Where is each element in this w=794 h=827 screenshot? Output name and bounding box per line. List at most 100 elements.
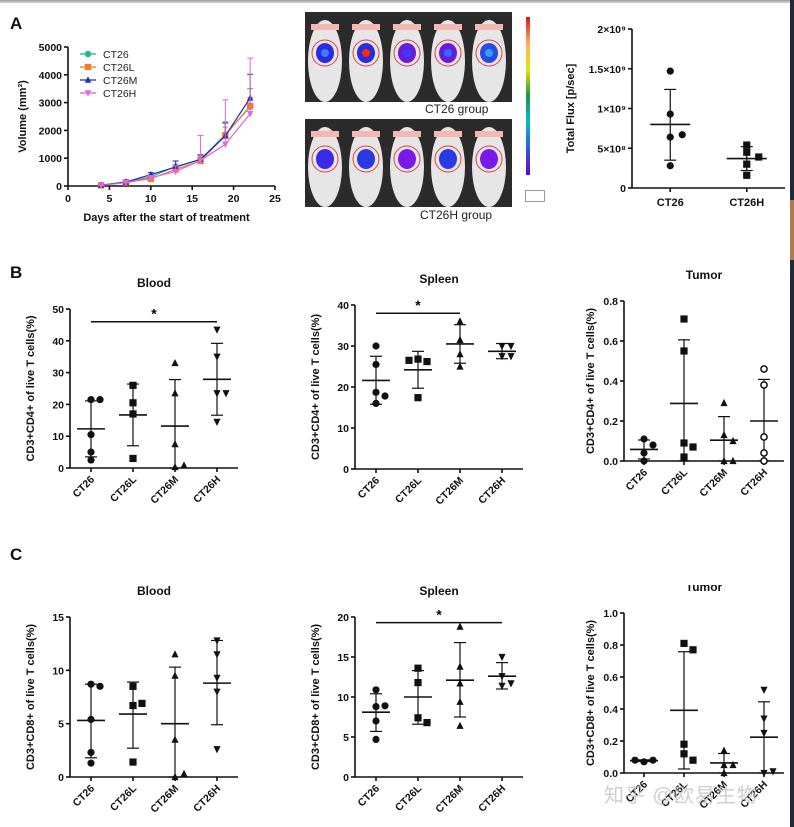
group-ct26h	[488, 653, 516, 690]
x-tick-label: CT26H	[476, 475, 508, 507]
data-point	[414, 714, 422, 722]
data-point	[507, 353, 515, 361]
right-edge-accent	[790, 200, 794, 260]
data-point	[743, 160, 751, 168]
cd8-blood-chart: Blood 0 5 10 15 CD3+CD8+ of live T cells(%) CT…	[25, 585, 238, 815]
cd8-tumor-chart: Tumor 0.0 0.2 0.4 0.6 0.8 1.0 CD3+CD8+ of live …	[585, 585, 784, 811]
data-point	[760, 449, 768, 457]
data-point	[760, 686, 768, 694]
watermark: 知乎 @欧易生物	[604, 785, 758, 807]
data-point	[456, 317, 464, 325]
panel-label-b: B	[10, 263, 23, 282]
roi-circle	[393, 145, 421, 173]
y-tick-label: 0.6	[603, 672, 618, 684]
legend-marker	[84, 50, 92, 58]
y-tick-label: 0.4	[603, 704, 618, 716]
x-tick-label: 10	[145, 193, 157, 205]
group-ct26	[650, 67, 691, 170]
x-tick-label: CT26M	[697, 466, 730, 499]
data-point	[743, 141, 751, 149]
data-point	[87, 715, 95, 723]
y-tick-label: 0.0	[603, 768, 618, 780]
y-tick-label: 0.2	[603, 416, 618, 428]
data-point	[456, 335, 464, 343]
group-ct26m	[710, 746, 738, 777]
y-tick-label: 0.2	[603, 736, 618, 748]
group-ct26	[77, 680, 105, 767]
data-point	[760, 729, 768, 738]
data-point	[147, 174, 154, 182]
total-flux-chart: 0 5×10⁸ 1×10⁹ 1.5×10⁹ 2×10⁹ Total Flux [p/sec…	[565, 24, 785, 209]
data-point	[498, 682, 506, 690]
x-tick-label: 20	[228, 193, 240, 205]
data-point	[96, 396, 104, 404]
data-point	[129, 701, 137, 710]
x-tick-label: CT26L	[108, 782, 140, 814]
group-ct26h	[203, 637, 231, 754]
y-tick-label: 2000	[39, 125, 63, 137]
data-point	[680, 750, 688, 758]
chart-title: Spleen	[419, 585, 458, 598]
roi-circle	[352, 145, 380, 173]
group-ct26m	[446, 317, 474, 370]
data-point	[760, 365, 768, 373]
data-point	[680, 315, 688, 323]
legend-label: CT26L	[103, 62, 135, 74]
data-point	[213, 688, 221, 696]
data-point	[129, 682, 137, 690]
data-point	[760, 769, 768, 778]
data-point	[213, 353, 221, 361]
data-point	[87, 396, 95, 404]
data-point	[222, 141, 229, 148]
y-axis-title: Total Flux [p/sec]	[565, 63, 577, 153]
data-point	[729, 436, 737, 445]
data-point	[180, 461, 188, 469]
significance-label: *	[436, 607, 442, 623]
data-point	[87, 431, 95, 439]
data-point	[507, 680, 515, 688]
panel-label-a: A	[10, 14, 23, 33]
cd4-tumor-chart: Tumor 0.0 0.2 0.4 0.6 0.8 CD3+CD4+ of live T c…	[585, 268, 784, 499]
cd8-spleen-chart: Spleen 0 5 10 15 20 CD3+CD8+ of live T cells(%…	[310, 585, 523, 815]
data-point	[689, 756, 697, 764]
group-ct26m	[710, 398, 738, 465]
y-tick-label: 0	[343, 772, 349, 784]
data-point	[666, 133, 674, 141]
y-tick-label: 30	[52, 368, 64, 380]
data-point	[414, 664, 422, 672]
data-point	[213, 637, 221, 645]
data-point	[372, 399, 380, 407]
data-point	[720, 430, 728, 439]
data-point	[122, 179, 130, 187]
y-tick-label: 0.6	[603, 336, 618, 348]
data-point	[680, 439, 688, 447]
y-axis-title: CD3+CD4+ of live T cells(%)	[310, 314, 322, 460]
y-tick-label: 1×10⁹	[597, 104, 626, 116]
data-point	[456, 622, 464, 630]
signal-core	[321, 49, 329, 57]
x-tick-label: CT26M	[433, 474, 466, 507]
y-axis-title: CD3+CD8+ of live T cells(%)	[310, 624, 322, 770]
data-point	[720, 760, 728, 769]
data-point	[129, 758, 137, 766]
data-point	[498, 342, 506, 351]
y-tick-label: 10	[337, 423, 349, 435]
y-tick-label: 10	[52, 665, 64, 677]
y-tick-label: 1000	[39, 153, 63, 165]
data-point	[372, 360, 380, 369]
data-point	[129, 454, 137, 463]
data-point	[666, 110, 674, 118]
y-tick-label: 0	[620, 183, 626, 195]
roi-label	[311, 131, 339, 137]
data-point	[372, 703, 380, 711]
x-tick-label: CT26M	[148, 782, 181, 815]
data-point	[213, 746, 221, 754]
roi-label	[311, 24, 339, 30]
data-point	[213, 674, 221, 682]
y-tick-label: 2×10⁹	[597, 24, 626, 36]
data-point	[171, 462, 179, 471]
chart-title: Blood	[137, 585, 171, 598]
x-tick-label: CT26	[355, 475, 382, 502]
group-ct26m	[161, 358, 189, 471]
data-point	[213, 651, 221, 659]
